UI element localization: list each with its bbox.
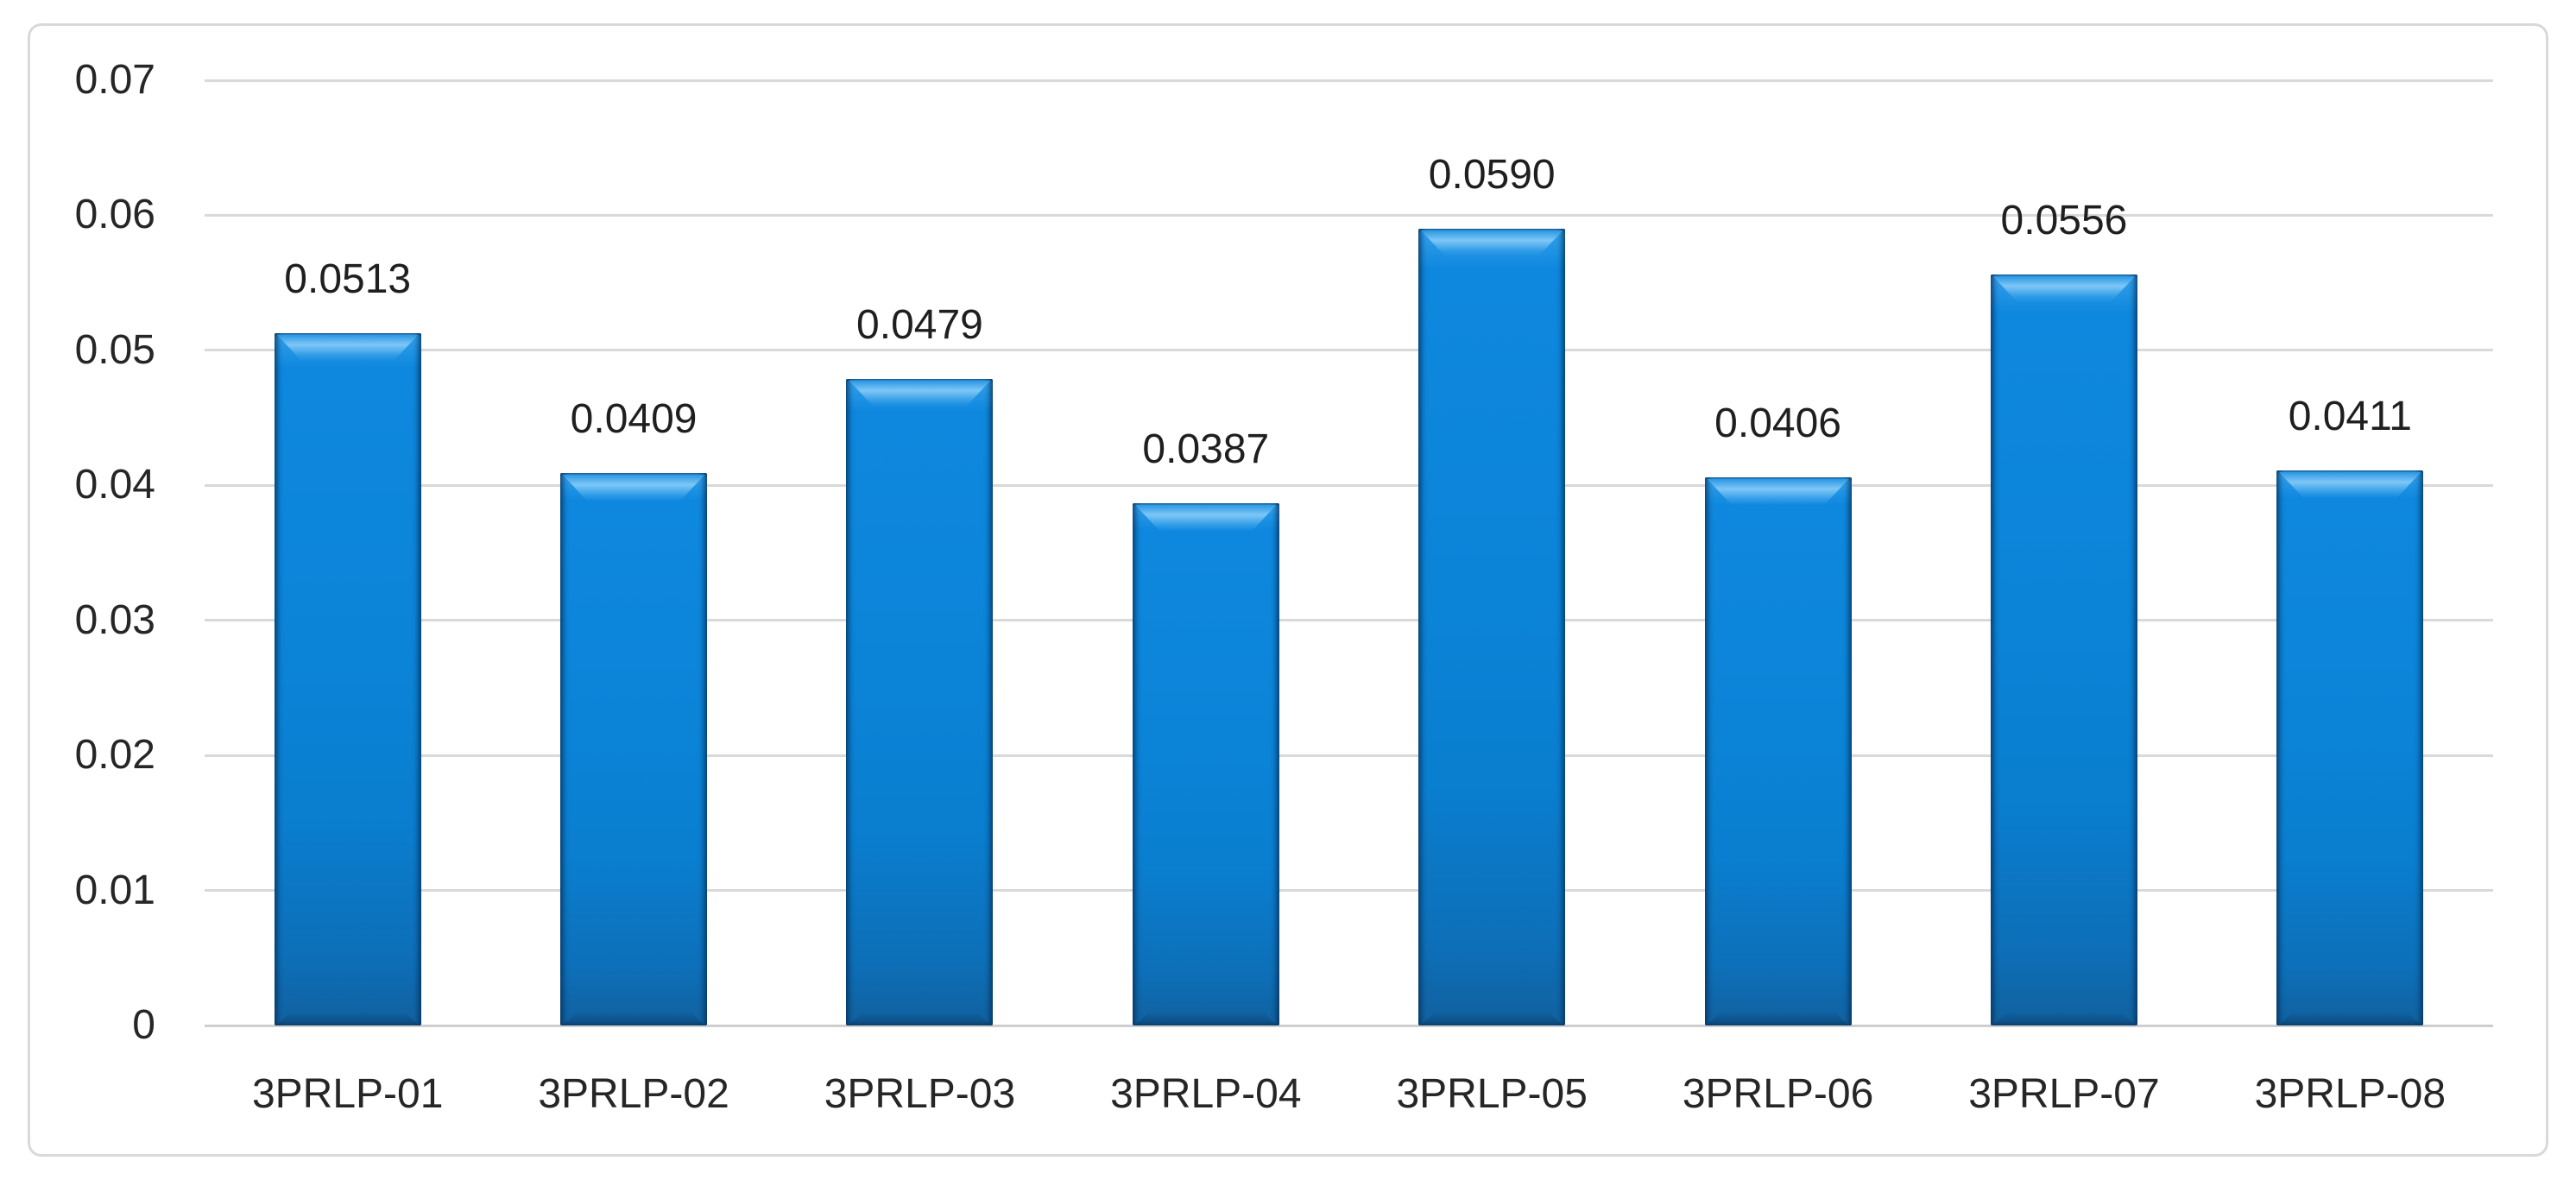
bar-value-label: 0.0479	[856, 301, 983, 348]
bar-value-label: 0.0556	[2000, 198, 2128, 244]
category-label: 3PRLP-06	[1682, 1071, 1874, 1117]
bar-3PRLP-07	[1990, 274, 2137, 1025]
bar-value-label: 0.0411	[2288, 394, 2412, 440]
bar-value-label: 0.0387	[1142, 426, 1270, 472]
gridline	[205, 619, 2493, 622]
bar-value-label: 0.0409	[570, 396, 698, 443]
gridline	[205, 79, 2493, 82]
y-tick-label: 0.04	[74, 462, 155, 508]
y-tick-label: 0	[132, 1002, 155, 1048]
category-label: 3PRLP-05	[1396, 1071, 1588, 1117]
category-label: 3PRLP-02	[538, 1071, 729, 1117]
y-tick-label: 0.05	[74, 326, 155, 373]
gridline	[205, 754, 2493, 757]
bar-3PRLP-06	[1704, 476, 1852, 1025]
bar-3PRLP-02	[560, 473, 708, 1025]
y-tick-label: 0.07	[74, 57, 155, 103]
y-tick-label: 0.01	[74, 867, 155, 913]
y-tick-label: 0.06	[74, 192, 155, 238]
bar-3PRLP-08	[2276, 470, 2424, 1025]
category-label: 3PRLP-07	[1968, 1071, 2160, 1117]
bar-value-label: 0.0406	[1714, 400, 1841, 446]
bar-3PRLP-03	[846, 378, 994, 1025]
category-label: 3PRLP-01	[251, 1071, 444, 1117]
y-tick-label: 0.02	[74, 732, 155, 779]
bar-3PRLP-04	[1132, 502, 1279, 1025]
y-tick-label: 0.03	[74, 596, 155, 643]
bar-3PRLP-01	[274, 332, 421, 1025]
x-axis-line	[205, 1024, 2493, 1027]
gridline	[205, 349, 2493, 352]
gridline	[205, 889, 2493, 893]
bar-value-label: 0.0513	[284, 255, 412, 302]
gridline	[205, 483, 2493, 487]
gridline	[205, 213, 2493, 217]
category-label: 3PRLP-08	[2254, 1071, 2447, 1117]
category-label: 3PRLP-04	[1110, 1071, 1302, 1117]
category-label: 3PRLP-03	[824, 1071, 1016, 1117]
bar-3PRLP-05	[1418, 229, 1566, 1025]
bar-value-label: 0.0590	[1428, 152, 1556, 199]
